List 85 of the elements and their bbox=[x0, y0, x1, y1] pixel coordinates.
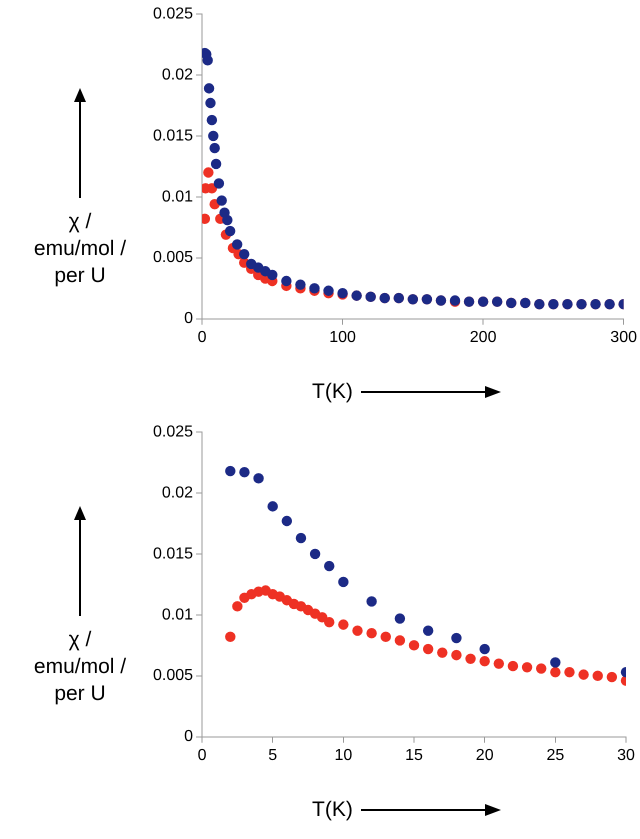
y-tick-label: 0.01 bbox=[162, 188, 194, 206]
x-tick-label: 200 bbox=[470, 328, 497, 346]
point bbox=[422, 626, 434, 636]
y-tick-label: 0.015 bbox=[152, 545, 194, 562]
x-tick-label: 5 bbox=[268, 746, 278, 764]
x-tick-label: 0 bbox=[198, 746, 207, 764]
y-tick-label: 0.025 bbox=[152, 5, 194, 22]
point bbox=[216, 195, 227, 206]
y-tick-label: 0.02 bbox=[162, 484, 194, 502]
point bbox=[394, 635, 406, 646]
point bbox=[225, 632, 236, 642]
point bbox=[253, 473, 264, 484]
point bbox=[592, 670, 603, 682]
y-tick-label: 0.005 bbox=[152, 667, 194, 684]
x-tick-label: 0 bbox=[198, 328, 207, 346]
y-tick-label: 0.01 bbox=[162, 606, 194, 624]
point bbox=[206, 114, 218, 126]
point bbox=[422, 644, 434, 654]
point bbox=[494, 658, 504, 669]
point bbox=[437, 647, 448, 658]
point bbox=[380, 632, 391, 642]
x-tick-label: 15 bbox=[405, 746, 424, 764]
point bbox=[536, 663, 546, 674]
point bbox=[232, 239, 242, 250]
point bbox=[310, 548, 320, 560]
point bbox=[222, 214, 233, 226]
x-tick-label: 100 bbox=[329, 328, 356, 346]
point bbox=[282, 516, 292, 526]
point bbox=[268, 501, 278, 512]
point bbox=[281, 276, 292, 286]
point bbox=[338, 619, 349, 630]
x-tick-label: 20 bbox=[476, 746, 494, 764]
x-axis-title: T(K) bbox=[312, 798, 353, 822]
point bbox=[295, 279, 306, 290]
point bbox=[205, 98, 216, 108]
point bbox=[239, 248, 250, 260]
point bbox=[451, 632, 462, 644]
y-tick-label: 0.015 bbox=[152, 127, 194, 144]
point bbox=[232, 601, 243, 612]
x-tick-label: 300 bbox=[610, 328, 638, 346]
point bbox=[324, 616, 334, 628]
x-axis-title: T(K) bbox=[312, 380, 353, 404]
point bbox=[316, 612, 328, 623]
point bbox=[366, 628, 377, 638]
point bbox=[204, 83, 214, 94]
point bbox=[352, 626, 363, 636]
point bbox=[564, 666, 575, 678]
x-tick-label: 30 bbox=[617, 746, 635, 764]
y-axis-title: χ / emu/mol / per U bbox=[34, 628, 126, 705]
point bbox=[209, 142, 220, 154]
y-tick-label: 0.02 bbox=[162, 66, 194, 84]
point bbox=[479, 644, 490, 654]
point bbox=[606, 672, 618, 682]
point bbox=[267, 270, 278, 280]
x-tick-label: 10 bbox=[334, 746, 352, 764]
point bbox=[203, 167, 214, 178]
point bbox=[522, 662, 532, 673]
point bbox=[239, 467, 250, 478]
y-tick-label: 0.025 bbox=[152, 423, 194, 440]
point bbox=[408, 640, 420, 651]
point bbox=[465, 654, 476, 664]
point bbox=[224, 226, 236, 236]
point bbox=[451, 650, 462, 660]
point bbox=[202, 55, 213, 66]
y-axis-title: χ / emu/mol / per U bbox=[34, 210, 126, 287]
point bbox=[214, 178, 224, 189]
point bbox=[225, 466, 236, 476]
point bbox=[324, 560, 334, 572]
point bbox=[323, 286, 334, 296]
point bbox=[309, 283, 320, 294]
point bbox=[479, 656, 490, 666]
point bbox=[296, 532, 306, 544]
y-tick-label: 0 bbox=[184, 310, 194, 328]
x-tick-label: 25 bbox=[546, 746, 564, 764]
y-tick-label: 0 bbox=[184, 728, 194, 746]
point bbox=[366, 596, 377, 607]
point bbox=[550, 666, 561, 678]
point bbox=[508, 660, 518, 672]
point bbox=[550, 657, 561, 668]
point bbox=[338, 576, 349, 588]
point bbox=[578, 669, 589, 680]
y-tick-label: 0.005 bbox=[152, 249, 194, 266]
point bbox=[394, 613, 406, 624]
point bbox=[208, 130, 218, 142]
point bbox=[210, 158, 222, 170]
